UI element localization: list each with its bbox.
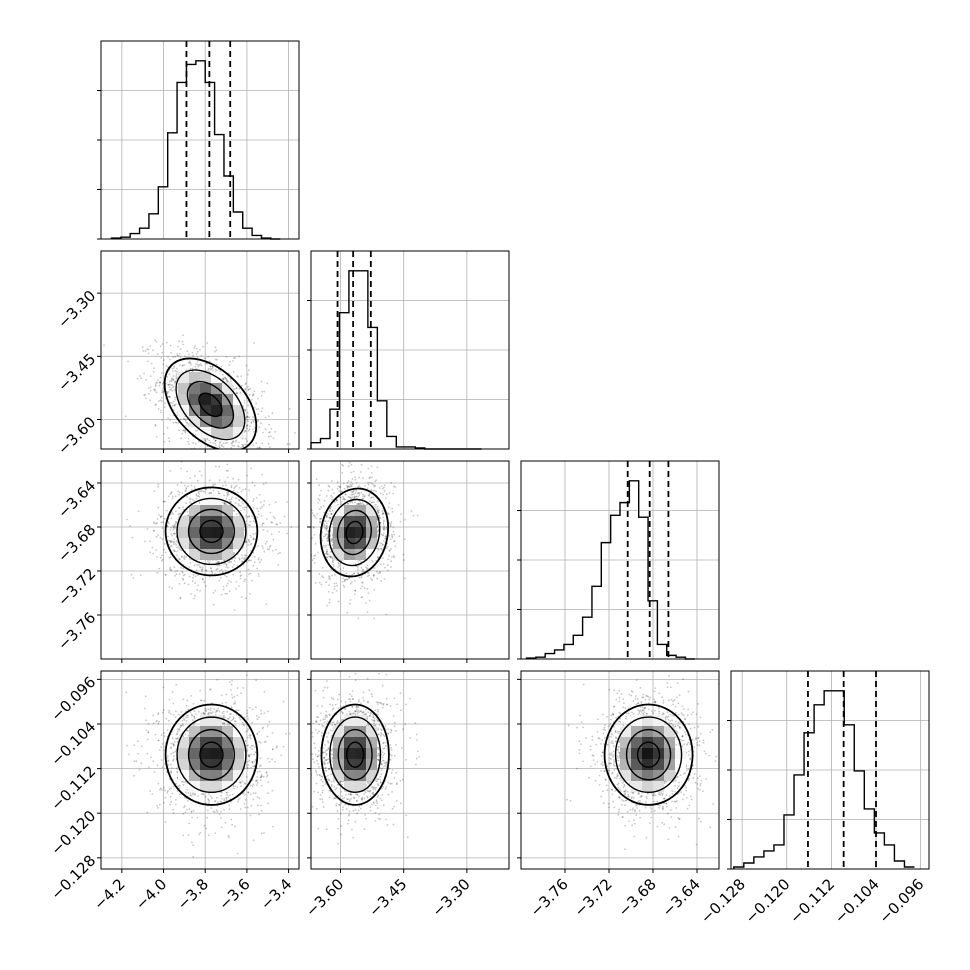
histogram-step-line	[525, 480, 695, 660]
contour-level	[603, 703, 694, 806]
panel-frame	[310, 460, 510, 660]
histogram-step-line	[310, 270, 482, 450]
contour-level	[346, 741, 365, 768]
contour-level	[625, 728, 672, 781]
x-tick-label: −3.68	[615, 875, 660, 920]
x-tick-label: −3.4	[257, 875, 295, 913]
contour-lines	[603, 703, 694, 806]
y-tick-label: −0.120	[47, 807, 99, 859]
contour-lines	[320, 703, 390, 806]
panel-frame	[100, 460, 300, 660]
contour-level	[345, 520, 364, 545]
contour-level	[164, 703, 259, 806]
contour-level	[199, 741, 224, 768]
histogram-panel-2	[517, 460, 720, 660]
contour-lines	[319, 487, 389, 578]
contour-level	[337, 728, 373, 781]
histogram-panel-0	[97, 40, 300, 240]
x-tick-label: −3.6	[215, 875, 253, 913]
x-tick-label: −0.096	[875, 875, 927, 927]
scatter-panel-1-3	[307, 670, 510, 873]
panel-frame	[100, 40, 300, 240]
contour-level	[614, 716, 683, 793]
x-tick-label: −3.30	[428, 875, 473, 920]
contour-level	[336, 509, 372, 556]
histogram-step-line	[733, 690, 915, 869]
x-tick-label: −3.8	[174, 875, 212, 913]
contour-lines	[164, 486, 259, 577]
y-tick-label: −0.128	[47, 851, 99, 903]
contour-level	[163, 357, 258, 449]
contour-level	[636, 741, 661, 768]
x-tick-label: −4.0	[132, 875, 170, 913]
panel-frame	[520, 670, 720, 870]
scatter-panel-0-3	[97, 670, 300, 873]
y-tick-label: −3.72	[54, 565, 99, 610]
contour-level	[187, 508, 236, 555]
contour-level	[320, 703, 390, 806]
y-tick-label: −0.112	[47, 762, 99, 814]
contour-level	[164, 486, 259, 577]
y-tick-label: −3.60	[54, 413, 99, 458]
density-cells	[178, 372, 244, 438]
contour-lines	[164, 703, 259, 806]
panel-frame	[520, 460, 720, 660]
x-tick-label: −0.128	[697, 875, 749, 927]
contour-level	[176, 716, 247, 794]
contour-level	[198, 392, 223, 418]
panel-frame	[730, 670, 930, 870]
histogram-panel-3	[727, 670, 930, 870]
contour-level	[175, 369, 246, 441]
panel-frame	[100, 670, 300, 870]
panel-frame	[310, 250, 510, 450]
y-tick-label: −0.104	[47, 718, 99, 770]
x-tick-label: −3.72	[571, 875, 616, 920]
x-tick-label: −0.104	[831, 875, 883, 927]
contour-level	[176, 497, 247, 566]
y-tick-label: −3.76	[54, 609, 99, 654]
contour-level	[187, 728, 236, 781]
panel-frame	[100, 250, 300, 450]
y-tick-label: −3.45	[54, 350, 99, 395]
panel-frame	[310, 670, 510, 870]
x-tick-label: −3.76	[527, 875, 572, 920]
contour-level	[328, 498, 381, 567]
scatter-panel-0-2	[97, 460, 300, 663]
histogram-step-line	[110, 60, 281, 240]
x-tick-label: −4.2	[90, 875, 128, 913]
contour-level	[319, 487, 389, 578]
scatter-panel-0-1	[97, 250, 300, 453]
y-tick-label: −3.68	[54, 521, 99, 566]
y-tick-label: −3.30	[54, 287, 99, 332]
y-tick-label: −0.096	[47, 673, 99, 725]
x-tick-label: −3.60	[302, 875, 347, 920]
contour-level	[186, 380, 235, 429]
x-tick-label: −0.120	[742, 875, 794, 927]
scatter-panel-2-3	[517, 670, 720, 873]
contour-level	[199, 519, 224, 544]
y-tick-label: −3.64	[54, 477, 99, 522]
contour-level	[329, 716, 382, 793]
scatter-panel-1-2	[307, 460, 510, 663]
histogram-panel-1	[307, 250, 510, 450]
x-tick-label: −0.112	[786, 875, 838, 927]
density-cells	[178, 715, 244, 792]
x-tick-label: −3.45	[365, 875, 410, 920]
contour-lines	[163, 357, 258, 449]
